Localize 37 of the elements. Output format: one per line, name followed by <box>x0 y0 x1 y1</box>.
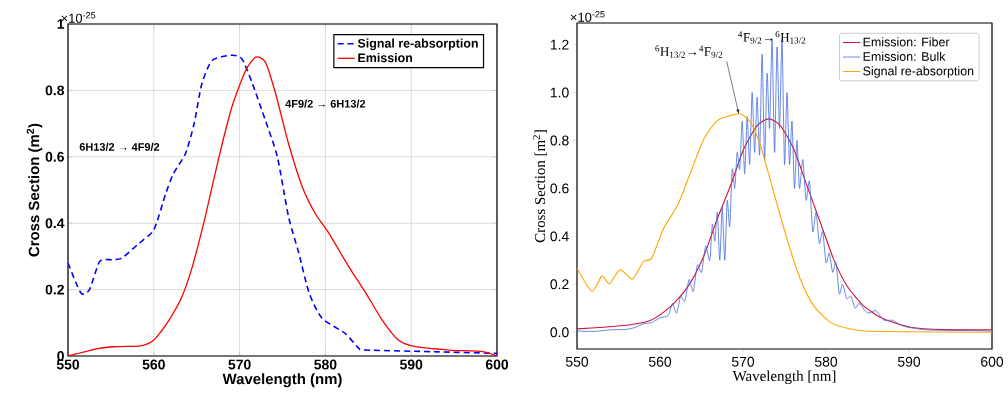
annotation: $^{4}$F$_{9/2}$→$^{6}$H$_{13/2}$ <box>738 31 806 44</box>
x-tick-label: 560 <box>142 359 165 370</box>
x-tick-label: 570 <box>731 356 755 367</box>
legend-label: Signal re-absorption <box>357 38 478 51</box>
y-tick-label: 0.2 <box>45 284 64 295</box>
y-tick-label: 0.8 <box>45 85 65 96</box>
y-tick-label: 0.4 <box>550 231 569 242</box>
x-tick-label: 600 <box>981 356 1004 367</box>
y-tick-label: 0.6 <box>550 183 569 194</box>
x-tick-label: 590 <box>897 356 921 367</box>
x-tick-label: 580 <box>314 359 337 370</box>
legend-label: Emission: Fiber <box>863 37 950 47</box>
y-tick-label: 1.2 <box>550 39 569 50</box>
annotation: 4F9/2 → 6H13/2 <box>285 99 366 108</box>
x-axis-title: Wavelength [nm] <box>732 370 836 385</box>
x-axis-title: Wavelength (nm) <box>222 373 342 388</box>
annotation: $^{6}$H$_{13/2}$→$^{4}$F$_{9/2}$ <box>655 45 723 58</box>
y-tick-label: 0.0 <box>550 327 569 338</box>
x-tick-label: 590 <box>399 359 423 370</box>
x-tick-label: 550 <box>565 356 589 367</box>
legend-label: Emission <box>358 53 413 63</box>
annotation: 6H13/2 → 4F9/2 <box>79 142 160 151</box>
x-tick-label: 600 <box>485 359 509 370</box>
y-tick-label: 0.2 <box>550 279 569 290</box>
y-axis-title: Cross Section [m$^{2}$] <box>532 130 547 243</box>
x-tick-label: 580 <box>814 356 838 367</box>
legend-label: Signal re-absorption <box>863 66 974 78</box>
x-tick-label: 560 <box>648 356 672 367</box>
x-tick-label: 550 <box>56 359 80 370</box>
x-tick-label: 570 <box>228 359 251 370</box>
y-tick-label: 0.6 <box>45 151 64 162</box>
text: ×10$^{-25}$ <box>570 11 605 22</box>
legend-label: Emission: Bulk <box>863 51 946 61</box>
y-tick-label: 0.8 <box>550 135 569 146</box>
y-tick-label: 1.0 <box>550 87 569 98</box>
y-tick-label: 0.4 <box>45 218 65 229</box>
y-axis-title: Cross Section (m$^{2}$) <box>26 123 43 257</box>
